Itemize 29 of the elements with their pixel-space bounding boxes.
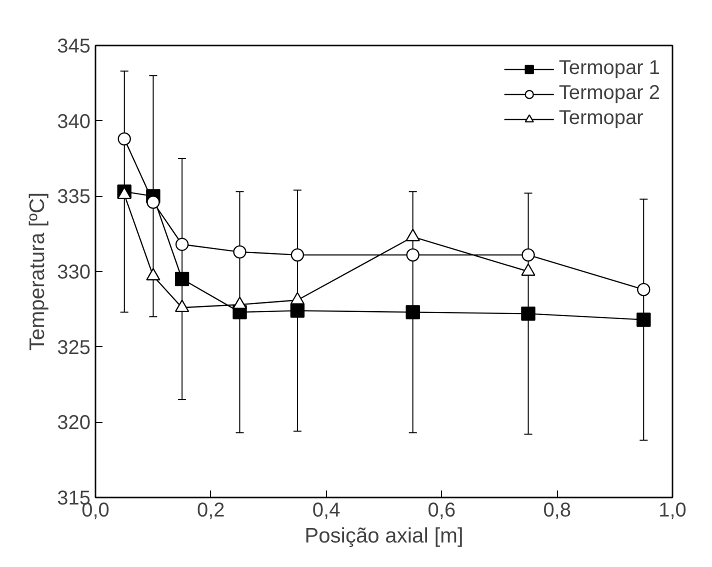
- point: [233, 245, 246, 258]
- legend-label: Termopar 2: [558, 82, 660, 105]
- point: [146, 196, 160, 209]
- x-tick-label: 0,2: [197, 500, 225, 522]
- y-tick-label: 325: [57, 336, 91, 359]
- y-tick-label: 345: [57, 36, 91, 58]
- legend-label: Termopar: [558, 107, 644, 130]
- point: [174, 272, 190, 286]
- x-axis-title: Posição axial [m]: [304, 524, 464, 548]
- y-axis-title: Temperatura [ºC]: [26, 192, 50, 351]
- point: [637, 282, 650, 296]
- point: [406, 305, 420, 320]
- point: [522, 248, 535, 262]
- point: [636, 312, 651, 327]
- point: [290, 304, 305, 318]
- x-tick-label: 0,8: [543, 500, 572, 522]
- x-tick-label: 0,6: [428, 500, 456, 522]
- y-tick-label: 320: [57, 412, 91, 434]
- point: [118, 132, 131, 146]
- y-tick-label: 335: [57, 186, 91, 208]
- point: [290, 248, 304, 262]
- legend-label: Termopar 1: [558, 57, 660, 80]
- point: [175, 238, 189, 251]
- x-tick-label: 0,4: [312, 500, 340, 522]
- y-tick-label: 330: [57, 262, 91, 284]
- x-tick-label: 1,0: [658, 500, 686, 522]
- point: [406, 248, 420, 262]
- y-tick-label: 340: [57, 110, 91, 133]
- point: [521, 306, 536, 321]
